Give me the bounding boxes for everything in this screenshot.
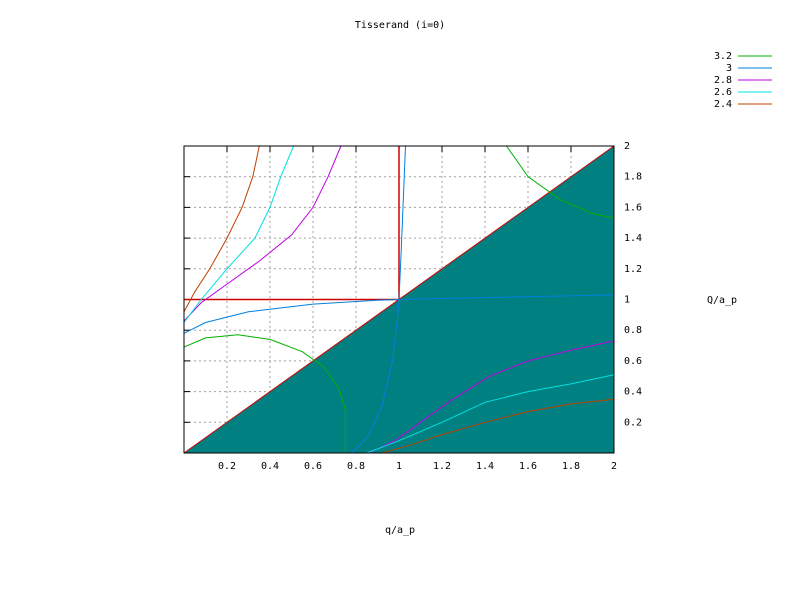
contour-line (183, 145, 615, 454)
x-axis-label: q/a_p (385, 525, 415, 536)
y-tick-label: 1.6 (624, 202, 642, 213)
x-tick-label: 1.6 (519, 461, 537, 472)
y-tick-label: 1.4 (624, 233, 642, 244)
legend-label: 3.2 (714, 51, 732, 62)
x-tick-label: 0.2 (218, 461, 236, 472)
contour-line (183, 145, 615, 453)
x-tick-label: 1.8 (562, 461, 580, 472)
y-axis-label: Q/a_p (707, 295, 737, 306)
contour-line (183, 145, 615, 454)
x-tick-label: 0.4 (261, 461, 279, 472)
x-tick-label: 1 (396, 461, 402, 472)
chart-title: Tisserand (i=0) (355, 20, 445, 31)
x-tick-label: 1.2 (433, 461, 451, 472)
x-tick-label: 0.6 (304, 461, 322, 472)
x-tick-label: 2 (611, 461, 617, 472)
y-tick-label: 0.2 (624, 417, 642, 428)
y-tick-label: 1 (624, 295, 630, 306)
y-tick-label: 1.2 (624, 264, 642, 275)
y-tick-label: 2 (624, 141, 630, 152)
plot-border (183, 145, 615, 454)
legend-label: 2.4 (714, 99, 732, 110)
y-tick-label: 0.8 (624, 325, 642, 336)
contour-line (183, 145, 615, 454)
legend-label: 2.8 (714, 75, 732, 86)
x-tick-label: 1.4 (476, 461, 494, 472)
legend-label: 2.6 (714, 87, 732, 98)
y-tick-label: 1.8 (624, 172, 642, 183)
y-tick-label: 0.4 (624, 387, 642, 398)
legend-label: 3 (726, 63, 732, 74)
contour-line (183, 145, 615, 454)
y-tick-label: 0.6 (624, 356, 642, 367)
x-tick-label: 0.8 (347, 461, 365, 472)
